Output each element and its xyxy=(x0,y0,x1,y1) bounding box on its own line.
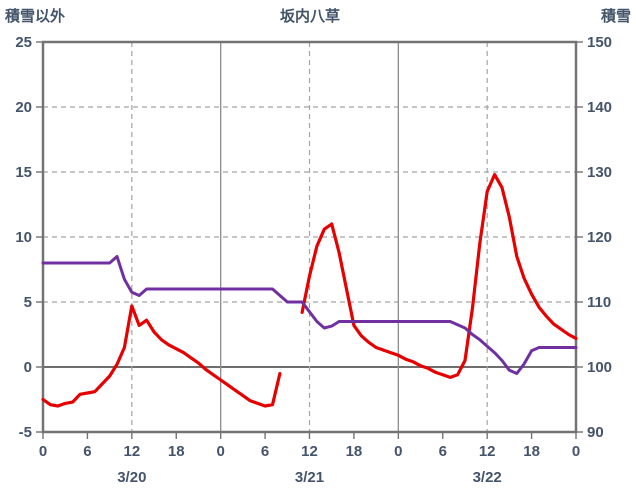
series-line-other-than-snow xyxy=(41,173,578,408)
date-label: 3/21 xyxy=(295,469,324,486)
left-axis-label: -5 xyxy=(19,424,32,441)
right-axis-label: 90 xyxy=(587,424,604,441)
x-axis-label: 0 xyxy=(39,443,47,460)
x-axis-label: 0 xyxy=(394,443,402,460)
left-axis-label: 20 xyxy=(15,99,32,116)
left-axis-label: 0 xyxy=(24,359,32,376)
x-axis-label: 12 xyxy=(123,443,140,460)
left-axis-label: 10 xyxy=(15,229,32,246)
x-axis-label: 6 xyxy=(261,443,269,460)
date-label: 3/22 xyxy=(473,469,502,486)
x-axis-label: 12 xyxy=(301,443,318,460)
right-axis-label: 150 xyxy=(587,34,612,51)
left-axis-label: 25 xyxy=(15,34,32,51)
right-axis-label: 110 xyxy=(587,294,611,311)
x-axis-label: 18 xyxy=(346,443,363,460)
left-axis-title: 積雪以外 xyxy=(5,8,66,25)
right-axis-title: 積雪 xyxy=(600,8,631,25)
x-axis-label: 6 xyxy=(83,443,91,460)
right-axis-label: 130 xyxy=(587,164,612,181)
series-line-snow-depth xyxy=(41,255,578,375)
x-axis-label: 6 xyxy=(439,443,447,460)
left-axis-label: 5 xyxy=(24,294,32,311)
chart-title: 坂内八草 xyxy=(279,8,341,25)
date-label: 3/20 xyxy=(117,469,146,486)
plot-border xyxy=(41,40,578,434)
left-axis-label: 15 xyxy=(15,164,32,181)
x-axis-label: 0 xyxy=(216,443,224,460)
right-axis-label: 100 xyxy=(587,359,612,376)
x-axis-label: 18 xyxy=(523,443,540,460)
x-axis-label: 12 xyxy=(479,443,496,460)
right-axis-label: 120 xyxy=(587,229,612,246)
x-axis-label: 18 xyxy=(168,443,185,460)
right-axis-label: 140 xyxy=(587,99,612,116)
x-axis-label: 0 xyxy=(572,443,580,460)
